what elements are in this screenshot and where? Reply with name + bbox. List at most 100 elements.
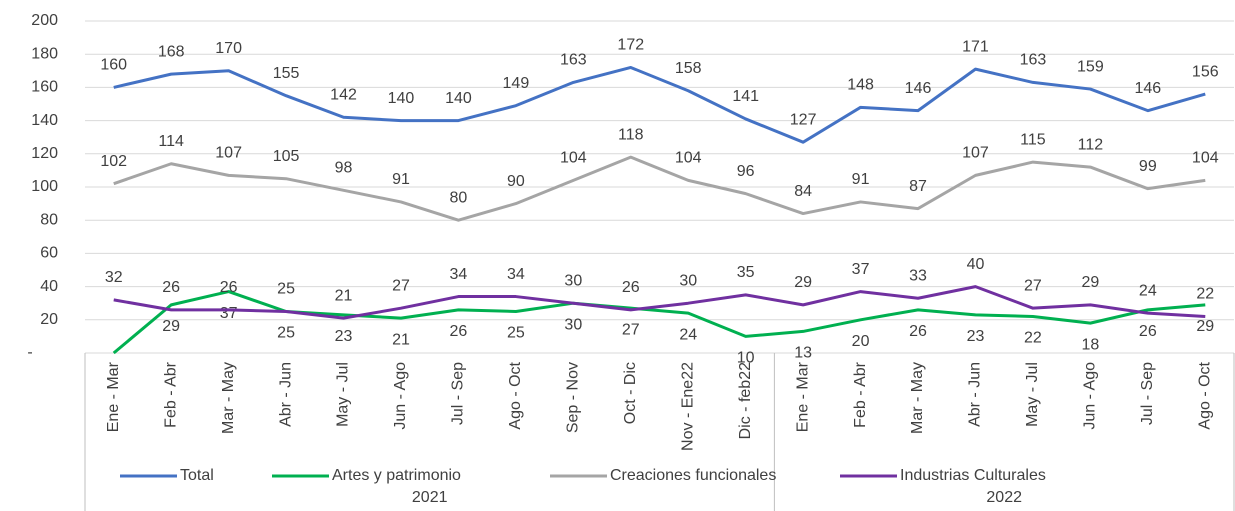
data-label: 140: [388, 90, 415, 107]
legend-label: Industrias Culturales: [900, 467, 1046, 484]
data-label: 155: [273, 65, 300, 82]
data-label: 163: [1020, 52, 1047, 69]
data-label: 91: [852, 171, 870, 188]
data-label: 26: [622, 279, 640, 296]
data-label: 24: [1139, 282, 1157, 299]
data-label: 13: [794, 345, 812, 362]
x-tick-label: Jul - Sep: [450, 362, 467, 425]
data-label: 168: [158, 43, 185, 60]
data-label: 33: [909, 267, 927, 284]
data-label: 104: [560, 150, 587, 167]
series-line: [113, 155, 1206, 222]
x-tick-label: Ene - Mar: [794, 361, 811, 432]
data-label: 23: [967, 328, 985, 345]
data-label: 104: [675, 150, 702, 167]
data-label: 22: [1196, 286, 1214, 303]
data-label: 142: [330, 86, 357, 103]
data-label: 118: [618, 126, 644, 143]
data-label: 21: [335, 287, 353, 304]
legend-label: Total: [180, 467, 214, 484]
data-label: 105: [273, 148, 300, 165]
data-label: -: [111, 366, 116, 383]
data-label: 170: [215, 40, 242, 57]
x-tick-label: Sep - Nov: [565, 362, 582, 433]
data-label: 98: [335, 160, 353, 177]
data-label: 99: [1139, 158, 1157, 175]
y-tick-label: 20: [40, 311, 58, 328]
data-label: 107: [215, 145, 242, 162]
legend-label: Creaciones funcionales: [610, 467, 776, 484]
y-tick-label: 180: [31, 45, 58, 62]
data-label: 148: [847, 77, 874, 94]
x-tick-label: Ago - Oct: [1196, 361, 1213, 429]
data-label: 40: [967, 256, 985, 273]
data-label: 102: [100, 153, 127, 170]
data-label: 27: [392, 277, 410, 294]
data-label: 104: [1192, 150, 1219, 167]
y-tick-label: 40: [40, 278, 58, 295]
x-tick-label: May - Jul: [1024, 362, 1041, 427]
y-tick-label: 140: [31, 112, 58, 129]
data-label: 24: [679, 326, 697, 343]
data-label: 114: [158, 133, 184, 150]
data-label: 37: [220, 305, 238, 322]
data-label: 146: [1134, 80, 1161, 97]
y-tick-label: 200: [31, 12, 58, 29]
y-tick-label: 120: [31, 145, 58, 162]
x-tick-label: Mar - May: [220, 362, 237, 434]
data-label: 141: [732, 88, 759, 105]
y-tick-label: 160: [31, 79, 58, 96]
data-label: 10: [737, 350, 755, 367]
data-label: 18: [1081, 336, 1099, 353]
x-tick-label: Abr - Jun: [277, 362, 294, 427]
data-label: 30: [679, 272, 697, 289]
y-tick-label: -: [27, 344, 32, 361]
x-tick-label: Jun - Ago: [392, 362, 409, 430]
data-label: 29: [162, 318, 180, 335]
data-label: 87: [909, 178, 927, 195]
x-tick-label: Jun - Ago: [1082, 362, 1099, 430]
y-tick-label: 80: [40, 211, 58, 228]
data-label: 160: [100, 57, 127, 74]
data-label: 23: [335, 328, 353, 345]
data-label: 127: [790, 111, 817, 128]
data-label: 30: [564, 316, 582, 333]
series-line: [113, 285, 1206, 320]
data-label: 27: [622, 321, 640, 338]
data-label: 27: [1024, 277, 1042, 294]
data-label: 96: [737, 163, 755, 180]
data-label: 29: [1196, 318, 1214, 335]
legend-label: Artes y patrimonio: [332, 467, 461, 484]
data-label: 146: [905, 80, 932, 97]
data-label: 22: [1024, 330, 1042, 347]
data-label: 25: [277, 281, 295, 298]
x-tick-label: Abr - Jun: [967, 362, 984, 427]
x-tick-label: Feb - Abr: [852, 361, 869, 427]
data-label: 29: [1081, 274, 1099, 291]
x-tick-label: May - Jul: [335, 362, 352, 427]
x-tick-label: Ago - Oct: [507, 361, 524, 429]
data-label: 32: [105, 269, 123, 286]
data-label: 156: [1192, 63, 1219, 80]
data-label: 107: [962, 145, 989, 162]
data-label: 171: [962, 38, 989, 55]
data-label: 90: [507, 173, 525, 190]
data-label: 91: [392, 171, 410, 188]
data-label: 158: [675, 60, 702, 77]
x-tick-label: Mar - May: [909, 362, 926, 434]
series-line: [113, 65, 1206, 144]
data-label: 112: [1078, 136, 1104, 153]
data-label: 25: [277, 325, 295, 342]
data-label: 26: [220, 279, 238, 296]
y-tick-label: 100: [31, 178, 58, 195]
data-label: 26: [909, 323, 927, 340]
data-label: 115: [1020, 131, 1046, 148]
data-label: 34: [507, 266, 525, 283]
data-label: 29: [794, 274, 812, 291]
data-label: 140: [445, 90, 472, 107]
data-label: 159: [1077, 58, 1104, 75]
data-label: 149: [503, 75, 530, 92]
data-label: 80: [450, 189, 468, 206]
data-label: 26: [162, 279, 180, 296]
